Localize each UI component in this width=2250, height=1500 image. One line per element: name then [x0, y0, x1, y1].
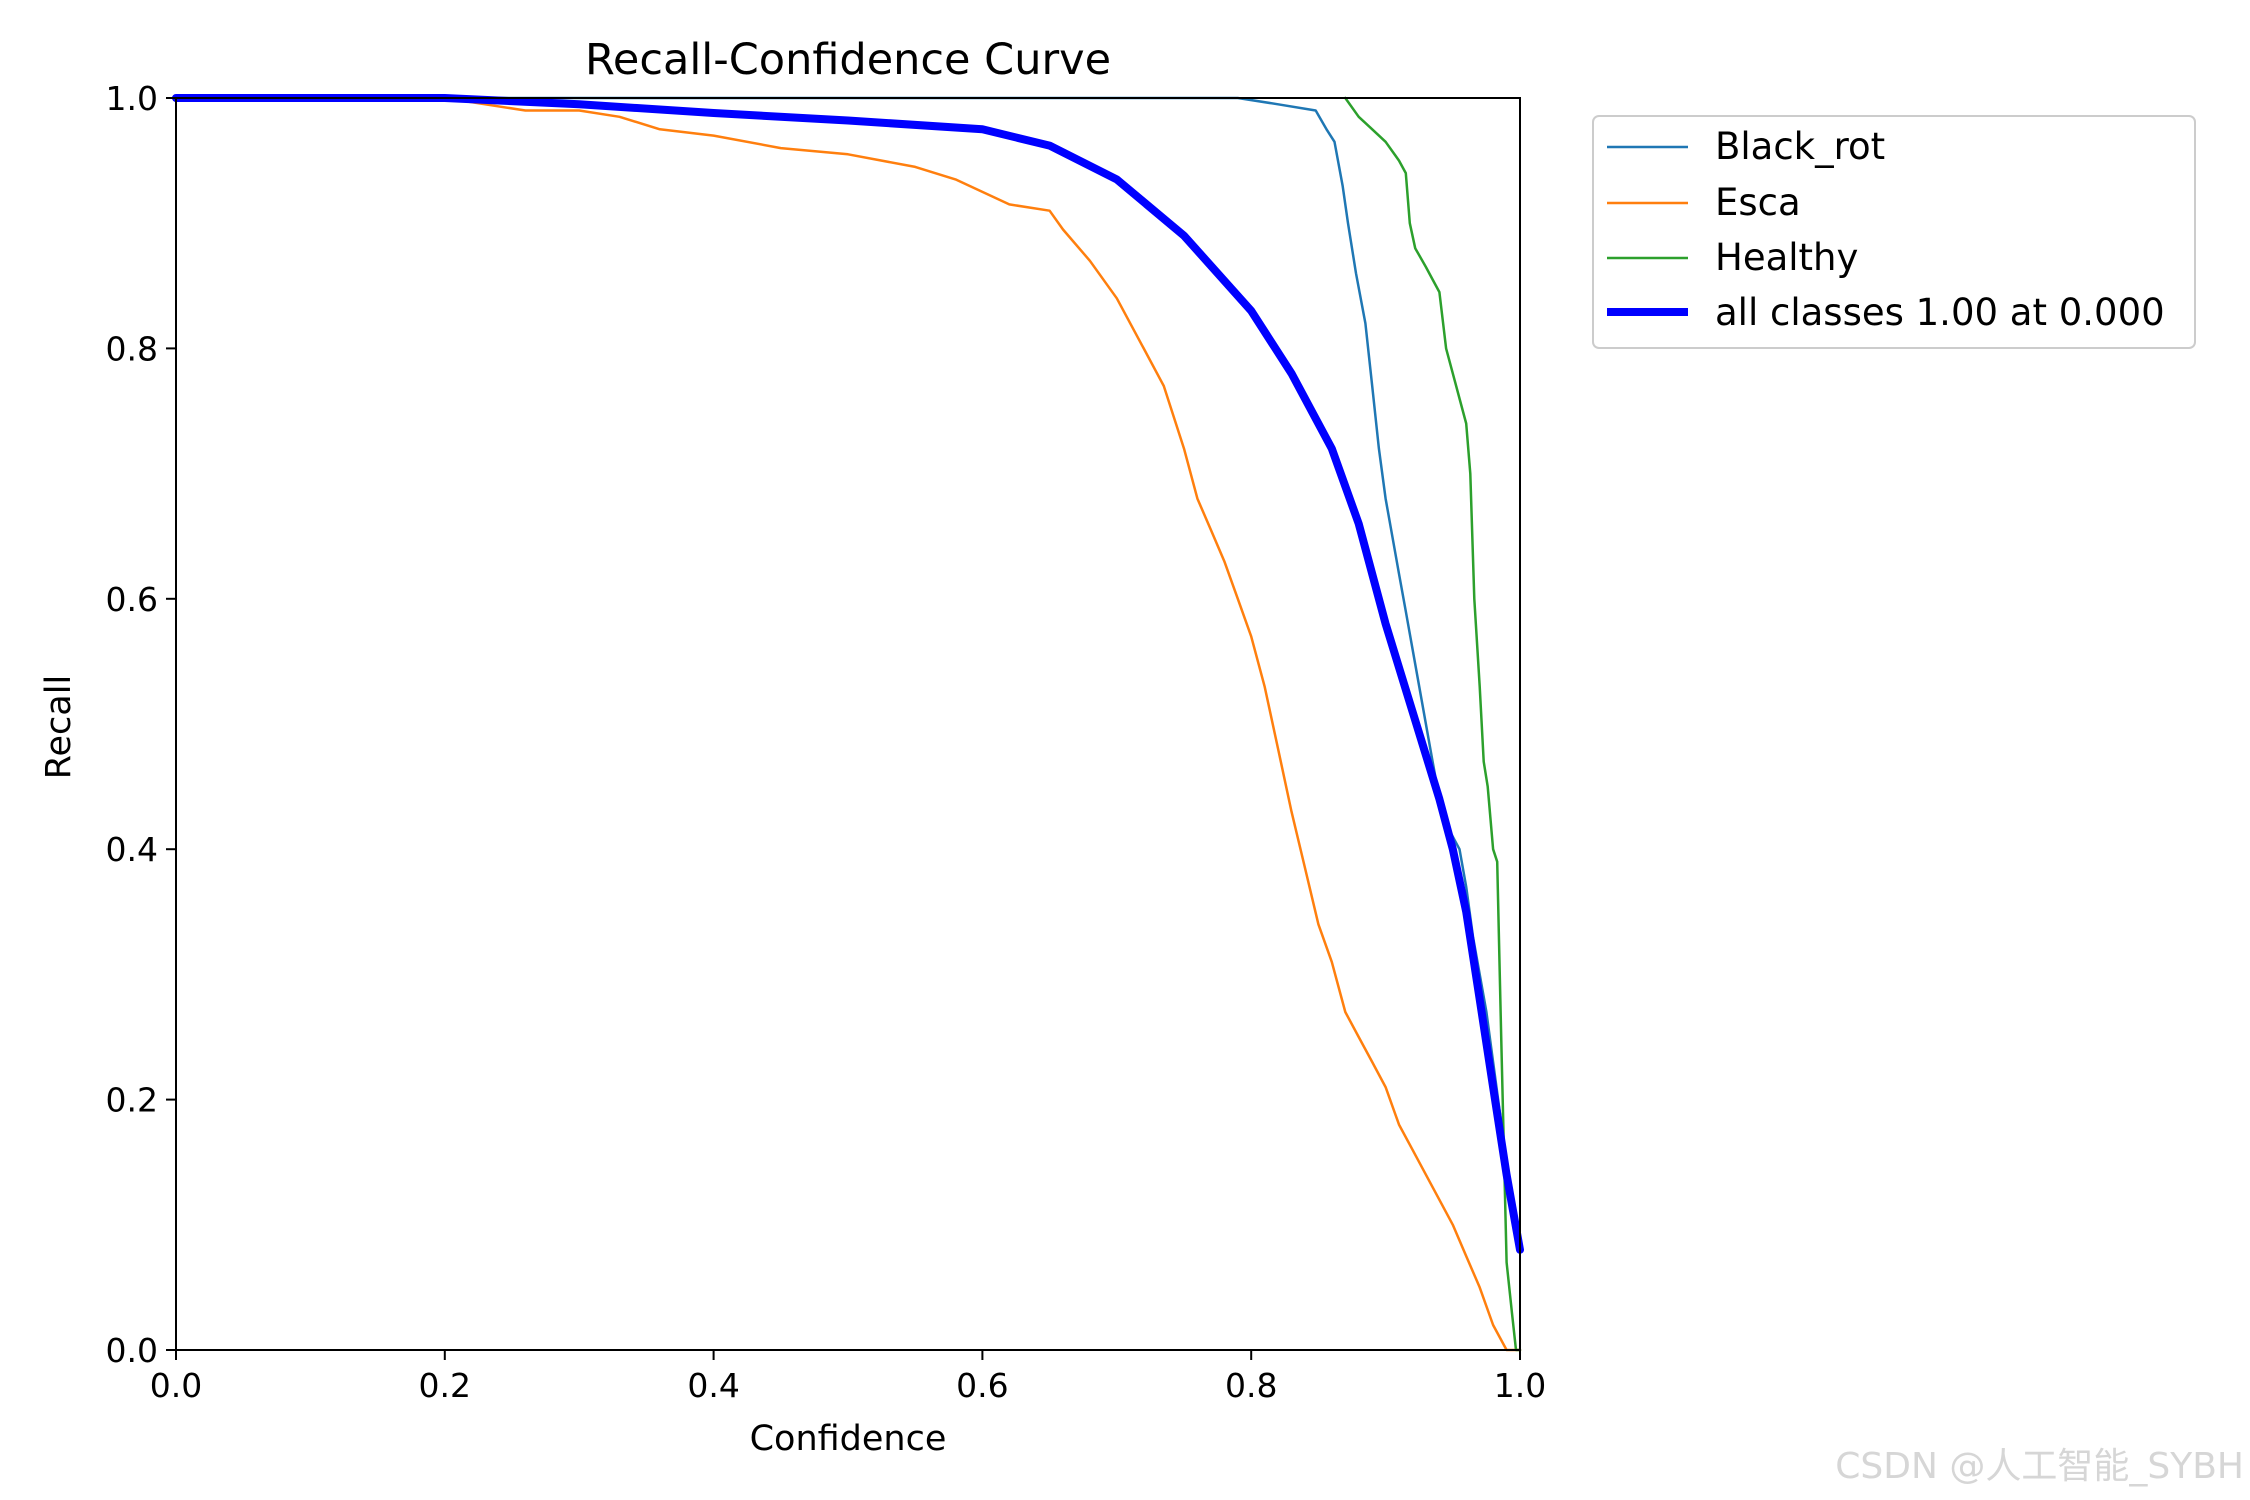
watermark: CSDN @人工智能_SYBH — [1835, 1446, 2244, 1487]
chart-title: Recall-Confidence Curve — [585, 35, 1111, 85]
x-tick-label: 0.0 — [150, 1366, 202, 1405]
x-tick-label: 1.0 — [1494, 1366, 1546, 1405]
legend-box — [1592, 115, 2196, 349]
x-axis-label: Confidence — [750, 1419, 947, 1459]
y-tick-label: 0.4 — [106, 830, 158, 869]
y-tick-label: 0.8 — [106, 329, 158, 368]
series-line-all-classes — [172, 94, 1524, 1254]
x-axis-ticks: 0.0 0.2 0.4 0.6 0.8 1.0 — [150, 1350, 1546, 1405]
y-tick-label: 0.2 — [106, 1081, 158, 1120]
series-layer — [172, 94, 1524, 1352]
x-tick-label: 0.8 — [1225, 1366, 1277, 1405]
x-tick-label: 0.4 — [687, 1366, 739, 1405]
legend-label-healthy: Healthy — [1715, 236, 1858, 279]
legend-label-esca: Esca — [1715, 181, 1801, 224]
legend-label-black-rot: Black_rot — [1715, 125, 1885, 168]
series-line-esca — [174, 96, 1522, 1352]
x-tick-label: 0.2 — [419, 1366, 471, 1405]
y-tick-label: 0.0 — [106, 1331, 158, 1370]
y-axis-ticks: 0.0 0.2 0.4 0.6 0.8 1.0 — [106, 79, 176, 1370]
series-line-healthy — [1344, 96, 1522, 1352]
y-axis-label: Recall — [39, 675, 79, 779]
plot-frame — [175, 97, 1521, 1351]
y-tick-label: 0.6 — [106, 580, 158, 619]
legend-label-all-classes: all classes 1.00 at 0.000 — [1715, 291, 2165, 334]
y-tick-label: 1.0 — [106, 79, 158, 118]
legend: Black_rot Esca Healthy all classes 1.00 … — [1592, 115, 2196, 349]
x-tick-label: 0.6 — [956, 1366, 1008, 1405]
